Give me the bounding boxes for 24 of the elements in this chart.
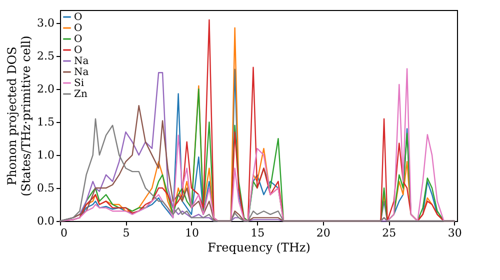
x-tick-label: 5 — [122, 226, 130, 240]
y-tick-label: 3.0 — [37, 16, 54, 30]
x-tick-label: 20 — [316, 226, 330, 240]
y-tick-label: 2.5 — [37, 50, 54, 63]
legend-label: O — [74, 12, 82, 23]
legend-label: Na — [74, 67, 89, 78]
x-axis-title: Frequency (THz) — [208, 240, 310, 254]
y-axis-title: Phonon projected DOS (States/THz·primitive cell) — [5, 36, 34, 196]
x-tick-label: 15 — [250, 226, 265, 240]
y-tick-label: 0.5 — [37, 182, 54, 195]
x-tick-label: 0 — [60, 226, 68, 240]
legend-label: O — [74, 23, 82, 34]
x-tick-label: 30 — [448, 226, 462, 240]
y-tick-label: 2.0 — [37, 82, 54, 96]
y-tick-label: 0.0 — [37, 214, 54, 228]
legend-label: Zn — [74, 89, 88, 100]
legend-label: Na — [74, 56, 89, 67]
legend-label: Si — [74, 78, 84, 89]
legend-label: O — [74, 34, 82, 45]
y-tick-label: 1.5 — [37, 116, 54, 129]
y-tick-label: 1.0 — [37, 148, 54, 162]
legend-label: O — [74, 45, 82, 56]
x-tick-label: 25 — [382, 226, 396, 240]
x-tick-label: 10 — [184, 226, 199, 240]
